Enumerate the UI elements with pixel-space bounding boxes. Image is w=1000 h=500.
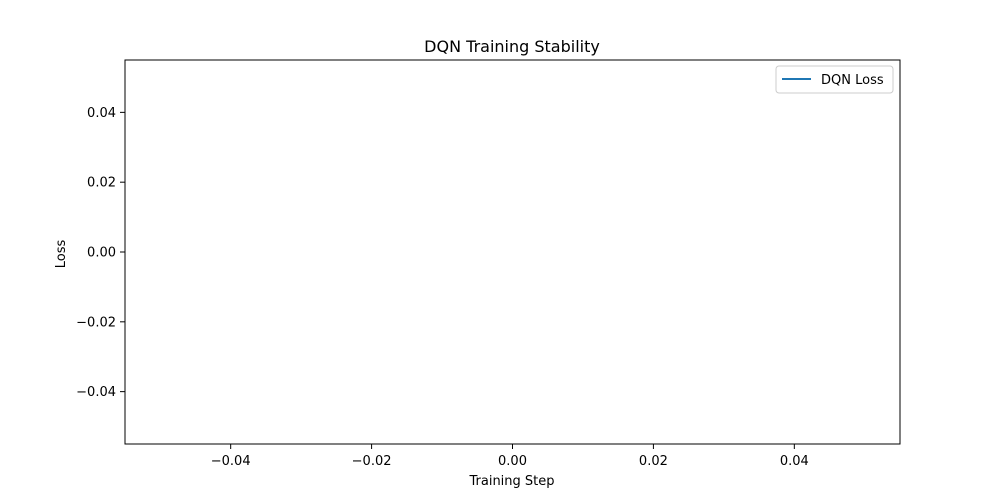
x-tick-label: −0.02 [352,454,392,469]
plot-area-frame [124,59,901,445]
y-tick-label: 0.04 [87,106,116,121]
x-axis-ticks: −0.04 −0.02 0.00 0.02 0.04 [211,444,809,469]
y-tick-label: 0.00 [87,246,116,261]
x-axis-label: Training Step [468,474,554,489]
y-tick-label: 0.02 [87,176,116,191]
y-axis-ticks: 0.04 0.02 0.00 −0.02 −0.04 [76,106,125,400]
legend-box [775,65,894,94]
legend-label-dqn-loss: DQN Loss [821,73,884,88]
x-tick-label: 0.04 [780,454,809,469]
chart-title: DQN Training Stability [424,37,600,56]
x-tick-label: −0.04 [211,454,251,469]
x-tick-label: 0.02 [639,454,668,469]
y-axis-label: Loss [54,240,69,269]
y-tick-label: −0.04 [76,385,116,400]
legend: DQN Loss [775,65,894,94]
y-tick-label: −0.02 [76,315,116,330]
x-tick-label: 0.00 [498,454,527,469]
